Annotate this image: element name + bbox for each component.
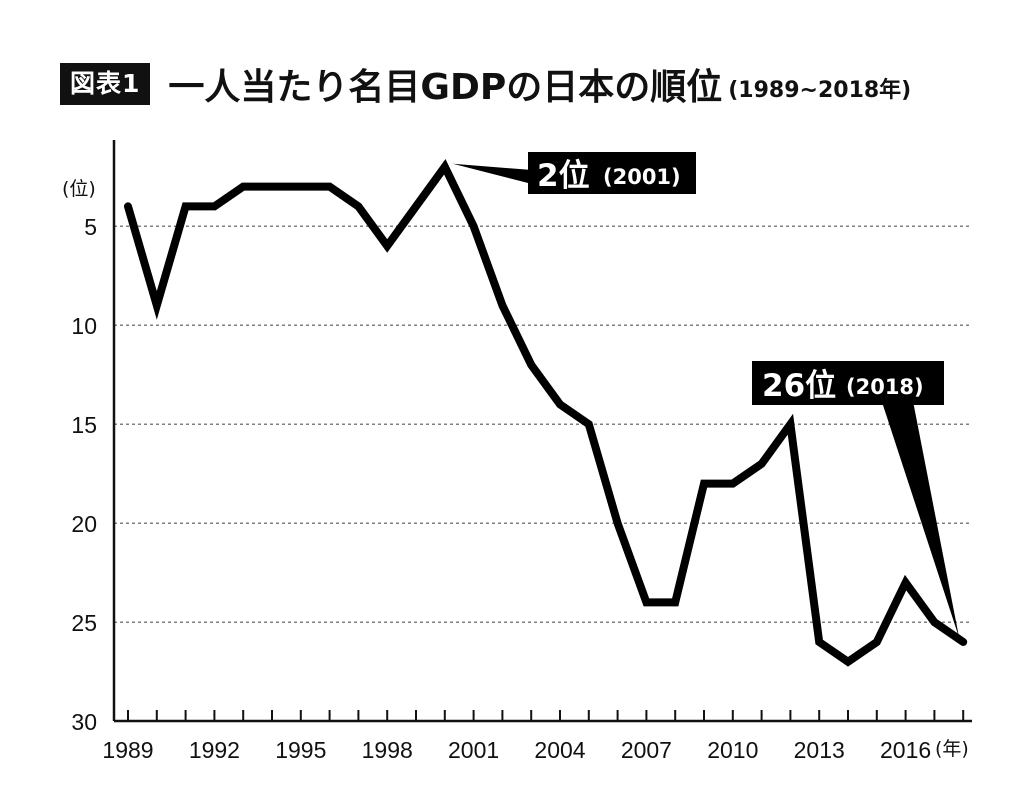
- x-tick-label: 1998: [362, 737, 413, 763]
- axes: [112, 140, 972, 723]
- chart-title: 一人当たり名目GDPの日本の順位: [168, 67, 723, 108]
- callout-pointer: [880, 396, 960, 638]
- callout-rank: 26位: [762, 368, 836, 404]
- x-tick-label: 2004: [534, 737, 585, 763]
- y-tick-labels: 5 10 15 20 25 30: [71, 214, 97, 735]
- x-tick-label: 2001: [448, 737, 499, 763]
- callout-year: (2018): [846, 375, 924, 399]
- y-axis-unit: (位): [62, 178, 96, 200]
- chart-title-row: 図表1 一人当たり名目GDPの日本の順位 (1989~2018年): [60, 58, 911, 110]
- x-tick-label: 1989: [102, 737, 153, 763]
- series-group: [124, 159, 968, 667]
- gridlines: [114, 225, 972, 623]
- callout-rank: 2位: [537, 158, 590, 194]
- y-tick-label: 20: [71, 511, 97, 537]
- x-tick-labels: 1989 1992 1995 1998 2001 2004 2007 2010 2013 2016: [102, 710, 965, 763]
- x-tick-label: 2016: [880, 737, 931, 763]
- callout-year: (2001): [603, 165, 681, 189]
- callout-box: [528, 152, 696, 194]
- y-tick-label: 5: [84, 214, 97, 240]
- y-tick-label: 25: [71, 610, 97, 636]
- x-tick-label: 2013: [794, 737, 845, 763]
- figure-label: 図表1: [60, 63, 151, 105]
- x-tick-label: 1992: [189, 737, 240, 763]
- x-tick-label: 2007: [621, 737, 672, 763]
- x-axis-unit: (年): [935, 738, 969, 760]
- y-tick-label: 15: [71, 412, 97, 438]
- y-tick-label: 10: [71, 313, 97, 339]
- series-line: [124, 159, 968, 667]
- x-tick-label: 2010: [707, 737, 758, 763]
- chart-subtitle: (1989~2018年): [728, 78, 912, 103]
- y-tick-label: 30: [71, 709, 97, 735]
- callout-box: [752, 361, 944, 405]
- callouts: 2位 (2001) 26位 (2018): [452, 152, 960, 638]
- x-tick-label: 1995: [275, 737, 326, 763]
- callout-pointer: [452, 163, 532, 184]
